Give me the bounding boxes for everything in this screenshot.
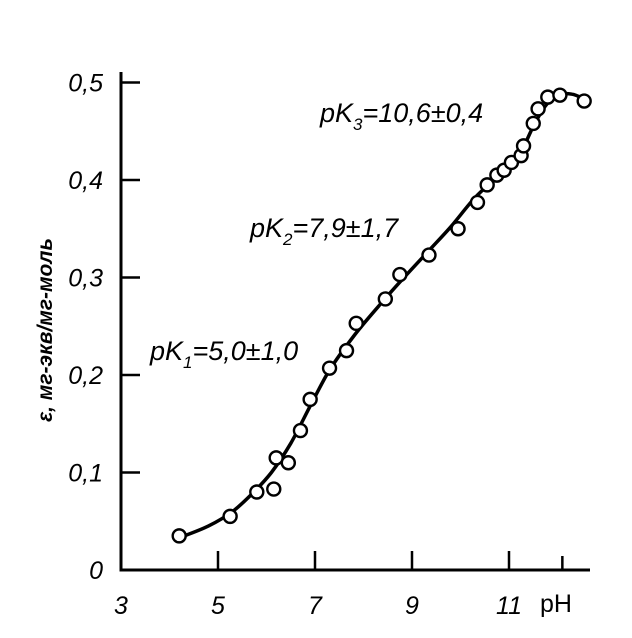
- data-point: [552, 87, 568, 103]
- data-point: [222, 508, 238, 525]
- x-tick-label: 11: [496, 592, 522, 620]
- data-point: [540, 89, 556, 105]
- data-point: [515, 138, 532, 154]
- x-axis: 3 5 7 9 11: [114, 551, 564, 620]
- x-tick-label: 7: [308, 592, 323, 620]
- axis-lines: [119, 72, 590, 572]
- data-point: [525, 115, 541, 132]
- x-tick-label: 9: [405, 592, 419, 620]
- y-tick-label: 0,1: [68, 460, 103, 488]
- data-point: [171, 528, 187, 544]
- data-point: [576, 93, 592, 109]
- x-tick-label: 5: [211, 592, 225, 620]
- data-point: [338, 342, 355, 359]
- data-point: [280, 455, 297, 471]
- data-points: [171, 87, 592, 544]
- data-point: [530, 101, 546, 117]
- annotation-pk1: pK1=5,0±1,0: [149, 336, 298, 372]
- data-point: [348, 315, 364, 332]
- data-point: [266, 481, 282, 497]
- x-tick-label: 3: [114, 592, 128, 620]
- y-tick-label: 0,3: [68, 265, 103, 293]
- data-point: [392, 266, 408, 283]
- data-point: [321, 360, 338, 376]
- data-point: [249, 484, 265, 500]
- data-point: [450, 221, 466, 237]
- data-point: [377, 291, 394, 307]
- y-tick-label: 0,5: [68, 70, 103, 98]
- data-point: [479, 177, 495, 193]
- y-tick-label: 0,4: [68, 167, 103, 195]
- y-axis: 0 0,1 0,2 0,3 0,4 0,5: [68, 70, 140, 585]
- y-tick-label: 0: [89, 557, 103, 585]
- y-tick-label: 0,2: [68, 362, 103, 390]
- axes: [119, 72, 590, 572]
- annotation-pk3: pK3=10,6±0,4: [319, 98, 483, 134]
- y-axis-label: ε, мг-экв/мг-моль: [34, 238, 57, 422]
- data-point: [302, 391, 318, 408]
- data-point: [421, 247, 437, 263]
- x-axis-label: pH: [540, 590, 572, 618]
- data-point: [292, 422, 309, 439]
- data-point: [469, 194, 486, 211]
- annotation-pk2: pK2=7,9±1,7: [249, 213, 399, 249]
